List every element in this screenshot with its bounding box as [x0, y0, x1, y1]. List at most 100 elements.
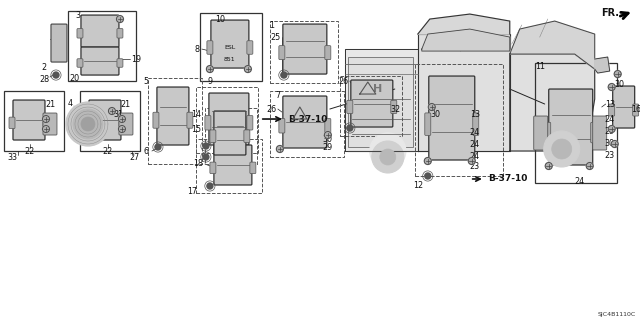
Bar — [68, 11, 136, 81]
FancyBboxPatch shape — [351, 80, 393, 127]
Text: 851: 851 — [224, 56, 236, 62]
Circle shape — [81, 117, 95, 131]
Polygon shape — [509, 54, 595, 151]
FancyBboxPatch shape — [247, 115, 253, 130]
Text: 30: 30 — [614, 79, 625, 89]
FancyBboxPatch shape — [205, 115, 211, 130]
FancyBboxPatch shape — [593, 116, 607, 150]
Circle shape — [614, 70, 621, 78]
Circle shape — [42, 125, 49, 132]
Text: 28: 28 — [39, 75, 49, 84]
Circle shape — [118, 115, 125, 122]
Bar — [340, 76, 402, 136]
Circle shape — [424, 158, 431, 165]
Bar — [415, 64, 503, 176]
FancyBboxPatch shape — [612, 86, 635, 128]
Text: 3: 3 — [76, 11, 81, 19]
Polygon shape — [345, 49, 418, 151]
Text: B-37-10: B-37-10 — [288, 115, 328, 123]
Text: 17: 17 — [187, 188, 197, 197]
Circle shape — [203, 154, 209, 160]
Bar — [196, 87, 258, 153]
Circle shape — [108, 108, 115, 115]
FancyBboxPatch shape — [9, 117, 15, 129]
Text: 33: 33 — [7, 152, 17, 161]
Text: 13: 13 — [470, 109, 480, 119]
Text: 1: 1 — [269, 20, 275, 30]
FancyBboxPatch shape — [187, 112, 193, 128]
Polygon shape — [595, 57, 610, 73]
FancyBboxPatch shape — [43, 113, 57, 135]
Text: ESL: ESL — [224, 45, 236, 49]
Text: 5: 5 — [143, 77, 148, 85]
Circle shape — [372, 141, 404, 173]
Text: 30: 30 — [323, 135, 333, 144]
FancyBboxPatch shape — [325, 119, 331, 133]
FancyBboxPatch shape — [89, 100, 121, 140]
Circle shape — [116, 16, 124, 23]
Text: 4: 4 — [67, 99, 72, 108]
FancyBboxPatch shape — [85, 117, 91, 129]
FancyBboxPatch shape — [347, 100, 353, 114]
Text: 6: 6 — [143, 146, 148, 155]
FancyBboxPatch shape — [207, 41, 213, 54]
Text: 12: 12 — [413, 182, 423, 190]
Text: 29: 29 — [605, 127, 615, 136]
Circle shape — [73, 109, 103, 139]
Text: 29: 29 — [323, 143, 333, 152]
Bar — [196, 139, 262, 193]
Circle shape — [380, 149, 396, 165]
Text: SJC4B1110C: SJC4B1110C — [597, 312, 636, 317]
FancyBboxPatch shape — [279, 119, 285, 133]
FancyBboxPatch shape — [77, 29, 83, 38]
FancyBboxPatch shape — [429, 76, 475, 160]
Text: 27: 27 — [130, 152, 140, 161]
Circle shape — [66, 102, 110, 146]
Circle shape — [244, 65, 252, 72]
FancyBboxPatch shape — [210, 130, 216, 142]
FancyBboxPatch shape — [391, 100, 397, 114]
Text: 30: 30 — [605, 138, 614, 147]
Circle shape — [281, 72, 287, 78]
Bar — [535, 63, 617, 183]
FancyBboxPatch shape — [117, 59, 123, 67]
FancyBboxPatch shape — [210, 162, 216, 174]
Text: 23: 23 — [605, 151, 615, 160]
Text: 26: 26 — [267, 105, 277, 114]
FancyBboxPatch shape — [43, 117, 49, 129]
Circle shape — [370, 133, 406, 169]
Bar — [80, 91, 140, 151]
Text: H: H — [373, 84, 383, 94]
Text: 14: 14 — [191, 109, 201, 119]
Text: 24: 24 — [605, 115, 615, 123]
FancyBboxPatch shape — [214, 111, 246, 155]
Text: B-37-10: B-37-10 — [488, 174, 527, 183]
Text: 18: 18 — [193, 160, 203, 168]
Text: 21: 21 — [45, 100, 55, 108]
FancyBboxPatch shape — [119, 113, 133, 135]
Circle shape — [425, 173, 431, 179]
Text: 30: 30 — [431, 109, 441, 119]
FancyBboxPatch shape — [548, 89, 593, 165]
Text: 2: 2 — [42, 63, 47, 71]
Text: 31: 31 — [113, 109, 123, 119]
Text: 23: 23 — [470, 162, 480, 172]
Bar — [348, 57, 413, 147]
FancyBboxPatch shape — [250, 162, 256, 174]
Text: 22: 22 — [103, 146, 113, 155]
FancyBboxPatch shape — [51, 24, 67, 62]
Circle shape — [207, 183, 213, 189]
Text: 11: 11 — [535, 62, 545, 70]
Circle shape — [155, 144, 161, 150]
Polygon shape — [422, 29, 509, 51]
Text: 20: 20 — [69, 74, 79, 83]
Circle shape — [611, 140, 618, 147]
Circle shape — [42, 115, 49, 122]
Text: 9: 9 — [207, 77, 212, 85]
Text: 24: 24 — [470, 139, 480, 149]
Circle shape — [608, 84, 615, 91]
Circle shape — [552, 139, 572, 159]
Text: 16: 16 — [630, 105, 640, 114]
FancyBboxPatch shape — [283, 96, 327, 148]
Text: 13: 13 — [605, 100, 614, 108]
